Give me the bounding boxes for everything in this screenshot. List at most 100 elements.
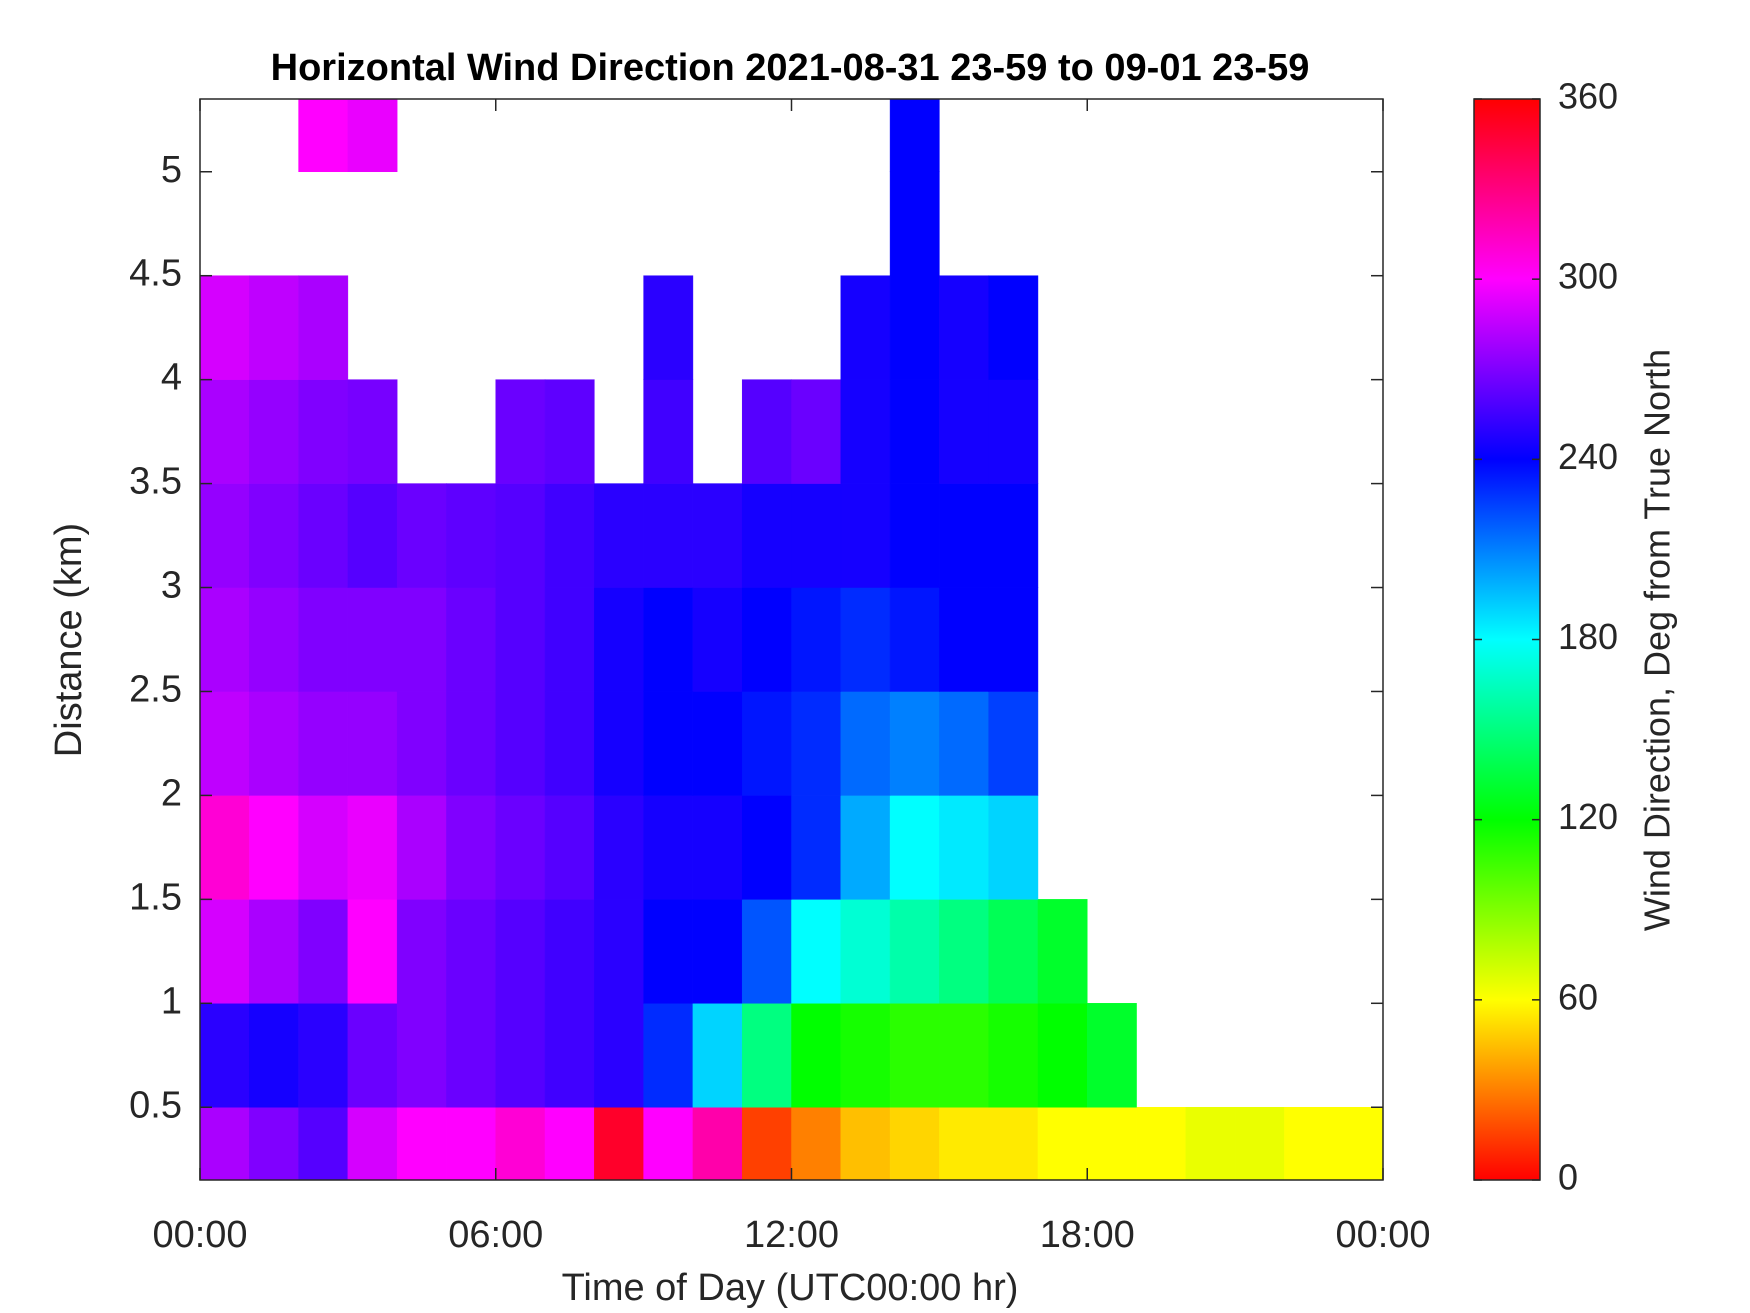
heatmap-cell [199,1106,250,1181]
heatmap-cell [594,1003,644,1108]
colorbar-title: Wind Direction, Deg from True North [1637,349,1678,931]
heatmap-cell [939,587,989,692]
heatmap-cell [889,98,940,173]
colorbar-tick-label: 360 [1558,76,1618,117]
heatmap-cell [396,1106,447,1181]
heatmap-cell [396,691,447,796]
heatmap-cell [1136,1106,1187,1181]
heatmap-cell [939,275,989,380]
heatmap-cell [249,1106,299,1181]
heatmap-cell [692,795,743,900]
heatmap-cell [741,379,792,484]
heatmap-cell [249,587,299,692]
heatmap-cell [988,587,1039,692]
heatmap-cell [298,1106,349,1181]
heatmap-cell [199,691,250,796]
heatmap-cell [347,795,398,900]
heatmap-cell [249,275,299,380]
heatmap-cell [199,483,250,588]
heatmap-cell [544,483,595,588]
colorbar-tick-label: 180 [1558,616,1618,657]
heatmap-cell [889,171,940,276]
heatmap-cell [446,691,497,796]
chart-title: Horizontal Wind Direction 2021-08-31 23-… [271,47,1310,89]
heatmap-cell [298,795,349,900]
heatmap-cell [692,691,743,796]
heatmap-cell [347,691,398,796]
heatmap-cell [446,899,497,1004]
y-tick-label: 2.5 [129,669,182,711]
colorbar-tick-label: 60 [1558,976,1598,1017]
y-tick-label: 3 [161,565,182,607]
y-tick-label: 4.5 [129,253,182,295]
heatmap-cell [1037,1106,1088,1181]
heatmap-cell [298,483,349,588]
heatmap-cell [791,899,842,1004]
heatmap-cell [199,795,250,900]
heatmap-cell [889,795,940,900]
heatmap-cell [544,691,595,796]
heatmap-cell [840,899,891,1004]
heatmap-cell [692,899,743,1004]
y-tick-label: 1 [161,980,182,1022]
heatmap-cell [939,379,989,484]
heatmap-cell [495,691,546,796]
heatmap-cell [840,379,891,484]
heatmap-cell [692,587,743,692]
heatmap-cell [249,899,299,1004]
heatmap-cell [199,1003,250,1108]
heatmap-cell [643,1003,694,1108]
x-tick-label: 12:00 [744,1214,839,1256]
x-tick-label: 00:00 [152,1214,247,1256]
heatmap-cell [791,691,842,796]
heatmap-cell [495,587,546,692]
heatmap-cell [643,1106,694,1181]
heatmap-cell [495,795,546,900]
heatmap-cell [889,275,940,380]
heatmap-cell [594,587,644,692]
heatmap-cell [988,1106,1039,1181]
y-tick-label: 4 [161,357,182,399]
heatmap-cell [396,899,447,1004]
heatmap-cell [939,691,989,796]
heatmap-cell [840,587,891,692]
heatmap-cell [347,587,398,692]
heatmap-cell [988,899,1039,1004]
heatmap-cell [396,587,447,692]
heatmap-cell [396,483,447,588]
heatmap-cell [791,587,842,692]
heatmap-cell [199,275,250,380]
heatmap-cell [1037,899,1088,1004]
heatmap-cell [1037,1003,1088,1108]
heatmap-cell [396,1003,447,1108]
heatmap-cell [643,275,694,380]
heatmap-cell [791,483,842,588]
heatmap-cell [741,1106,792,1181]
y-tick-label: 2 [161,772,182,814]
heatmap-cell [298,98,349,173]
heatmap-cell [889,483,940,588]
heatmap-cell [791,379,842,484]
heatmap-cell [544,587,595,692]
heatmap-cell [741,691,792,796]
heatmap-cell [347,379,398,484]
heatmap-cell [840,1106,891,1181]
heatmap-cell [594,691,644,796]
heatmap-cell [544,1003,595,1108]
heatmap-cell [298,1003,349,1108]
heatmap-cell [741,795,792,900]
heatmap-cell [1087,1003,1137,1108]
heatmap-cell [347,98,398,173]
heatmap-cell [791,795,842,900]
heatmap-cell [495,483,546,588]
heatmap-cell [347,1003,398,1108]
heatmap-cell [939,899,989,1004]
heatmap-cell [1284,1106,1334,1181]
heatmap-cell [544,1106,595,1181]
colorbar-tick-label: 0 [1558,1157,1578,1198]
heatmap-cell [988,275,1039,380]
heatmap-cell [939,795,989,900]
heatmap-cell [692,1003,743,1108]
